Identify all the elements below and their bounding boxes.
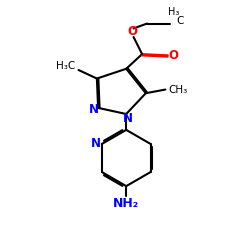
Text: H₃C: H₃C bbox=[56, 61, 76, 71]
Text: H₃: H₃ bbox=[168, 8, 179, 18]
Text: C: C bbox=[177, 16, 184, 26]
Text: NH₂: NH₂ bbox=[113, 197, 139, 210]
Text: O: O bbox=[127, 25, 137, 38]
Text: N: N bbox=[91, 137, 101, 150]
Text: CH₃: CH₃ bbox=[169, 84, 188, 94]
Text: N: N bbox=[89, 102, 99, 116]
Text: O: O bbox=[168, 49, 178, 62]
Text: N: N bbox=[123, 112, 133, 125]
